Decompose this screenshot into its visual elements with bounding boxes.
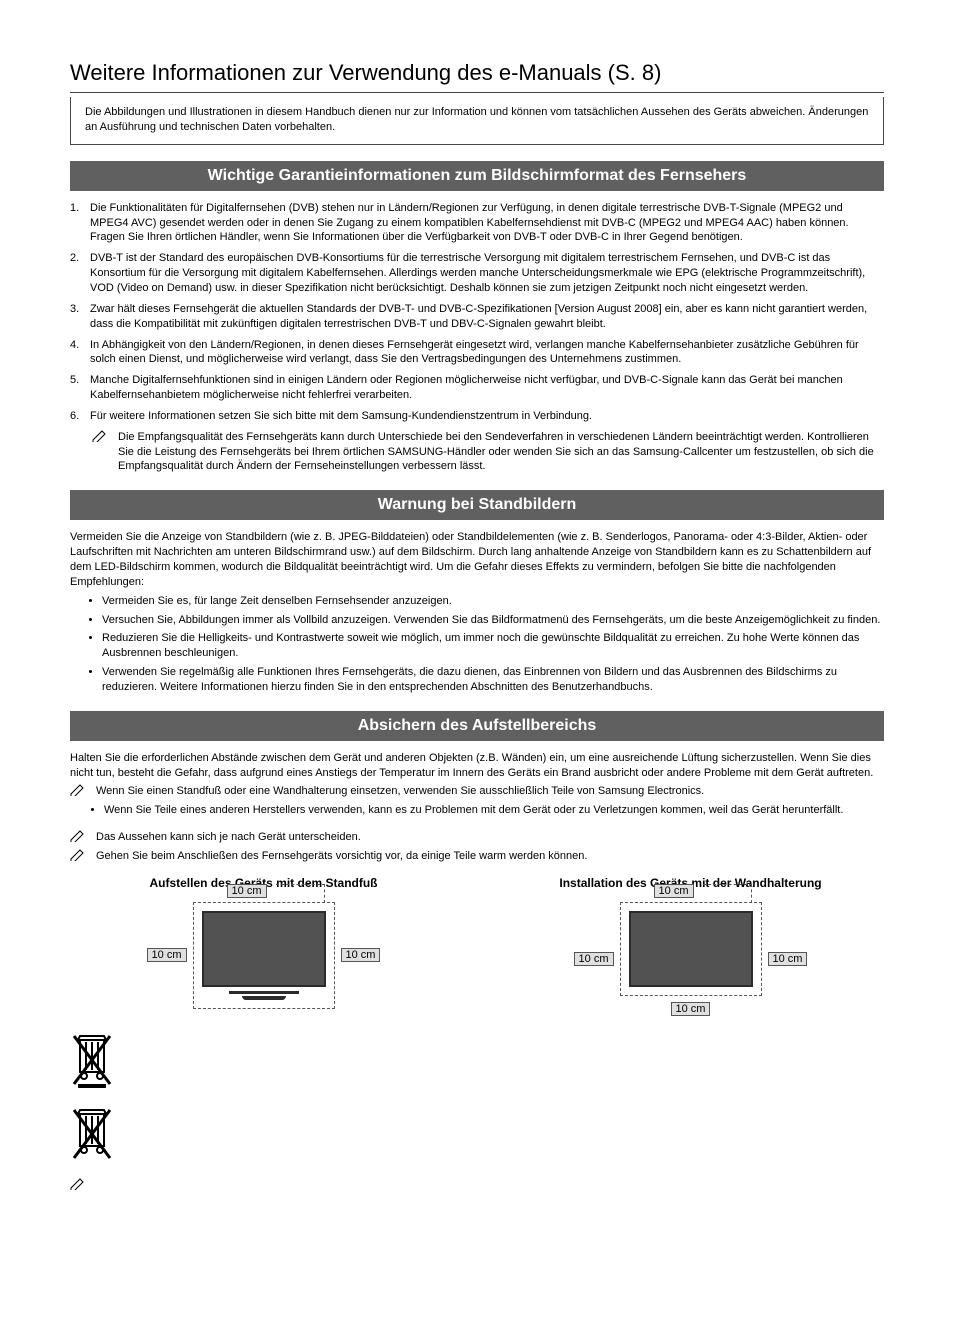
note-text: Gehen Sie beim Anschließen des Fernsehge… [96,849,587,864]
item-number: 6. [70,409,90,424]
pencil-icon [92,430,110,475]
wall-diagram: 10 cm 10 cm 10 cm 10 cm [574,902,808,1016]
tv-neck-icon [229,991,299,994]
list-item: Reduzieren Sie die Helligkeits- und Kont… [102,631,884,661]
dim-label: 10 cm [147,948,187,962]
pencil-icon [70,830,88,845]
item-body: DVB-T ist der Standard des europäischen … [90,251,884,296]
item-number: 5. [70,373,90,403]
dash-box [620,902,762,996]
item-number: 1. [70,201,90,246]
item-body: Die Funktionalitäten für Digitalfernsehe… [90,201,884,246]
diagrams-row: Aufstellen des Geräts mit dem Standfuß 1… [70,876,884,1016]
note-line: Wenn Sie einen Standfuß oder eine Wandha… [70,784,884,826]
section-still-heading: Warnung bei Standbildern [70,490,884,520]
pencil-icon [70,1178,88,1190]
battery-icon [70,1108,120,1164]
note-body: Wenn Sie einen Standfuß oder eine Wandha… [96,784,843,826]
tv-screen-icon [629,911,753,987]
list-item: 3.Zwar hält dieses Fernsehgerät die aktu… [70,302,884,332]
item-body: Zwar hält dieses Fernsehgerät die aktuel… [90,302,884,332]
item-body: Manche Digitalfernsehfunktionen sind in … [90,373,884,403]
note-text: Die Empfangsqualität des Fernsehgeräts k… [118,430,884,475]
disposal-weee-row [70,1034,884,1090]
item-number: 4. [70,338,90,368]
note-text: Wenn Sie einen Standfuß oder eine Wandha… [96,785,704,797]
page-title: Weitere Informationen zur Verwendung des… [70,60,884,93]
list-item: Verwenden Sie regelmäßig alle Funktionen… [102,665,884,695]
list-item: 4.In Abhängigkeit von den Ländern/Region… [70,338,884,368]
tv-wall-fig: 10 cm 10 cm [620,902,762,1016]
page: Weitere Informationen zur Verwendung des… [0,0,954,1276]
nested-bullets: Wenn Sie Teile eines anderen Herstellers… [104,803,843,818]
wall-column: Installation des Geräts mit der Wandhalt… [497,876,884,1016]
dim-label: 10 cm [671,1002,711,1016]
intro-box: Die Abbildungen und Illustrationen in di… [70,97,884,145]
section-setup-heading: Absichern des Aufstellbereichs [70,711,884,741]
dim-label: 10 cm [768,952,808,966]
dim-label: 10 cm [341,948,381,962]
final-note [70,1178,884,1190]
item-body: In Abhängigkeit von den Ländern/Regionen… [90,338,884,368]
dash-box [193,902,335,1009]
note-line: Gehen Sie beim Anschließen des Fernsehge… [70,849,884,864]
item-body: Für weitere Informationen setzen Sie sic… [90,409,884,424]
dash-guide [276,884,325,903]
section-warranty-heading: Wichtige Garantieinformationen zum Bilds… [70,161,884,191]
stand-diagram: 10 cm 10 cm 10 cm [147,902,381,1009]
note-line: Die Empfangsqualität des Fernsehgeräts k… [92,430,884,475]
list-item: 5.Manche Digitalfernsehfunktionen sind i… [70,373,884,403]
stand-column: Aufstellen des Geräts mit dem Standfuß 1… [70,876,457,1016]
list-item: 6.Für weitere Informationen setzen Sie s… [70,409,884,424]
dim-label: 10 cm [574,952,614,966]
list-item: Versuchen Sie, Abbildungen immer als Vol… [102,613,884,628]
setup-intro: Halten Sie die erforderlichen Abstände z… [70,751,884,781]
disposal-battery-row [70,1108,884,1164]
note-line: Das Aussehen kann sich je nach Gerät unt… [70,830,884,845]
list-item: 1.Die Funktionalitäten für Digitalfernse… [70,201,884,246]
dash-guide [703,884,752,903]
tv-stand-fig: 10 cm [193,902,335,1009]
tv-screen-icon [202,911,326,987]
still-intro: Vermeiden Sie die Anzeige von Standbilde… [70,530,884,589]
weee-icon [70,1034,120,1090]
list-item: Wenn Sie Teile eines anderen Herstellers… [104,803,843,818]
dim-label: 10 cm [654,884,694,898]
list-item: 2.DVB-T ist der Standard des europäische… [70,251,884,296]
warranty-list: 1.Die Funktionalitäten für Digitalfernse… [70,201,884,424]
note-text: Das Aussehen kann sich je nach Gerät unt… [96,830,361,845]
still-bullets: Vermeiden Sie es, für lange Zeit denselb… [102,594,884,695]
item-number: 2. [70,251,90,296]
tv-base-icon [242,996,286,1000]
item-number: 3. [70,302,90,332]
dim-label: 10 cm [227,884,267,898]
pencil-icon [70,784,88,826]
list-item: Vermeiden Sie es, für lange Zeit denselb… [102,594,884,609]
pencil-icon [70,849,88,864]
